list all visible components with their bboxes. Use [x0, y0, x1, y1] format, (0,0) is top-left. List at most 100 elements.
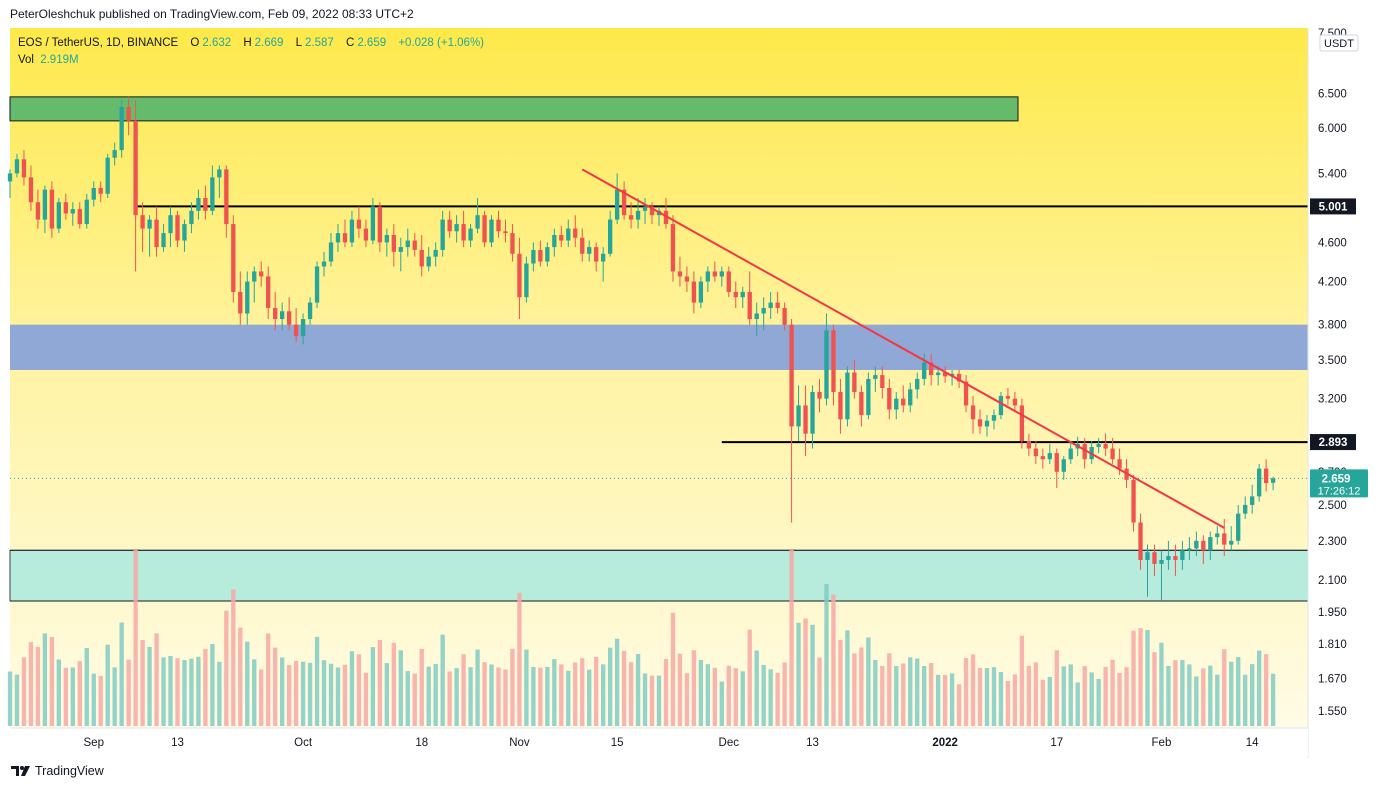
candle[interactable]	[370, 197, 376, 245]
candle[interactable]	[252, 266, 257, 303]
candle[interactable]	[726, 266, 731, 298]
candle[interactable]	[531, 242, 536, 272]
candle[interactable]	[7, 169, 13, 198]
candle[interactable]	[838, 378, 843, 434]
candle[interactable]	[91, 181, 96, 207]
candle[interactable]	[1061, 456, 1066, 480]
candle[interactable]	[398, 237, 403, 272]
candle[interactable]	[1033, 441, 1039, 464]
candle[interactable]	[293, 307, 299, 342]
candle[interactable]	[49, 181, 55, 238]
candle[interactable]	[356, 206, 362, 238]
candle[interactable]	[147, 215, 152, 257]
candle[interactable]	[1215, 526, 1220, 545]
candle[interactable]	[1222, 518, 1227, 557]
candle[interactable]	[1208, 531, 1213, 560]
candle[interactable]	[419, 234, 424, 277]
candle[interactable]	[845, 366, 850, 427]
candle[interactable]	[1005, 388, 1011, 406]
candle[interactable]	[238, 271, 243, 325]
candle[interactable]	[1110, 438, 1115, 464]
candle[interactable]	[1012, 391, 1018, 413]
candle[interactable]	[887, 378, 892, 420]
candle[interactable]	[670, 215, 676, 282]
candle[interactable]	[901, 385, 906, 413]
candle[interactable]	[796, 385, 801, 442]
candle[interactable]	[1103, 433, 1108, 457]
candle[interactable]	[56, 197, 62, 234]
candle[interactable]	[1026, 433, 1032, 457]
candle[interactable]	[970, 395, 976, 434]
candle[interactable]	[545, 242, 550, 267]
candle[interactable]	[587, 240, 592, 262]
candle[interactable]	[719, 266, 724, 287]
trendline[interactable]	[581, 168, 1225, 529]
candle[interactable]	[168, 206, 173, 248]
candle[interactable]	[824, 313, 829, 406]
candle[interactable]	[677, 256, 683, 287]
candle[interactable]	[273, 291, 278, 331]
candle[interactable]	[21, 150, 27, 186]
candle[interactable]	[377, 202, 383, 252]
candle[interactable]	[84, 193, 89, 229]
candle[interactable]	[908, 382, 913, 413]
candle[interactable]	[663, 197, 669, 229]
candle[interactable]	[928, 353, 934, 386]
candle[interactable]	[363, 219, 369, 248]
candle[interactable]	[984, 415, 990, 437]
candle[interactable]	[196, 189, 201, 220]
candle[interactable]	[266, 266, 271, 320]
candle[interactable]	[70, 202, 75, 226]
candle[interactable]	[524, 256, 529, 303]
candle[interactable]	[1243, 496, 1248, 519]
candle[interactable]	[705, 266, 711, 292]
currency-box[interactable]	[1319, 34, 1359, 52]
candle[interactable]	[566, 219, 571, 248]
candle[interactable]	[42, 185, 48, 234]
candle[interactable]	[77, 202, 82, 229]
candle[interactable]	[754, 302, 759, 337]
candle[interactable]	[1096, 438, 1101, 454]
candle[interactable]	[454, 215, 459, 243]
candle[interactable]	[482, 210, 487, 248]
candle[interactable]	[224, 165, 229, 238]
candle[interactable]	[859, 385, 864, 427]
candle[interactable]	[601, 247, 606, 282]
candle[interactable]	[1236, 504, 1241, 545]
candle[interactable]	[517, 237, 522, 320]
candle[interactable]	[182, 219, 187, 252]
candle[interactable]	[768, 291, 773, 320]
candle[interactable]	[335, 224, 341, 252]
candle[interactable]	[1180, 540, 1185, 570]
candle[interactable]	[433, 242, 438, 267]
candle[interactable]	[852, 360, 857, 399]
candle[interactable]	[314, 261, 320, 308]
candle[interactable]	[489, 215, 494, 248]
candle[interactable]	[133, 100, 138, 272]
candle[interactable]	[817, 378, 822, 413]
candle[interactable]	[126, 96, 131, 136]
candle[interactable]	[1256, 463, 1262, 502]
candle[interactable]	[496, 210, 501, 238]
candle[interactable]	[447, 210, 452, 238]
candle[interactable]	[286, 297, 292, 331]
candle[interactable]	[1173, 544, 1178, 576]
candle[interactable]	[112, 142, 117, 166]
candle[interactable]	[580, 228, 585, 262]
candle[interactable]	[468, 224, 473, 248]
candle[interactable]	[747, 271, 752, 325]
candle[interactable]	[259, 261, 264, 287]
candle[interactable]	[1145, 544, 1150, 597]
candle[interactable]	[998, 391, 1004, 420]
candle[interactable]	[607, 210, 613, 257]
candle[interactable]	[1054, 448, 1059, 489]
candle[interactable]	[880, 366, 885, 399]
candle[interactable]	[1159, 550, 1164, 602]
candle[interactable]	[1040, 448, 1045, 469]
candle[interactable]	[621, 181, 627, 220]
candle[interactable]	[977, 409, 983, 434]
candle[interactable]	[1068, 441, 1073, 464]
candle[interactable]	[1229, 526, 1234, 551]
candle[interactable]	[391, 224, 396, 267]
